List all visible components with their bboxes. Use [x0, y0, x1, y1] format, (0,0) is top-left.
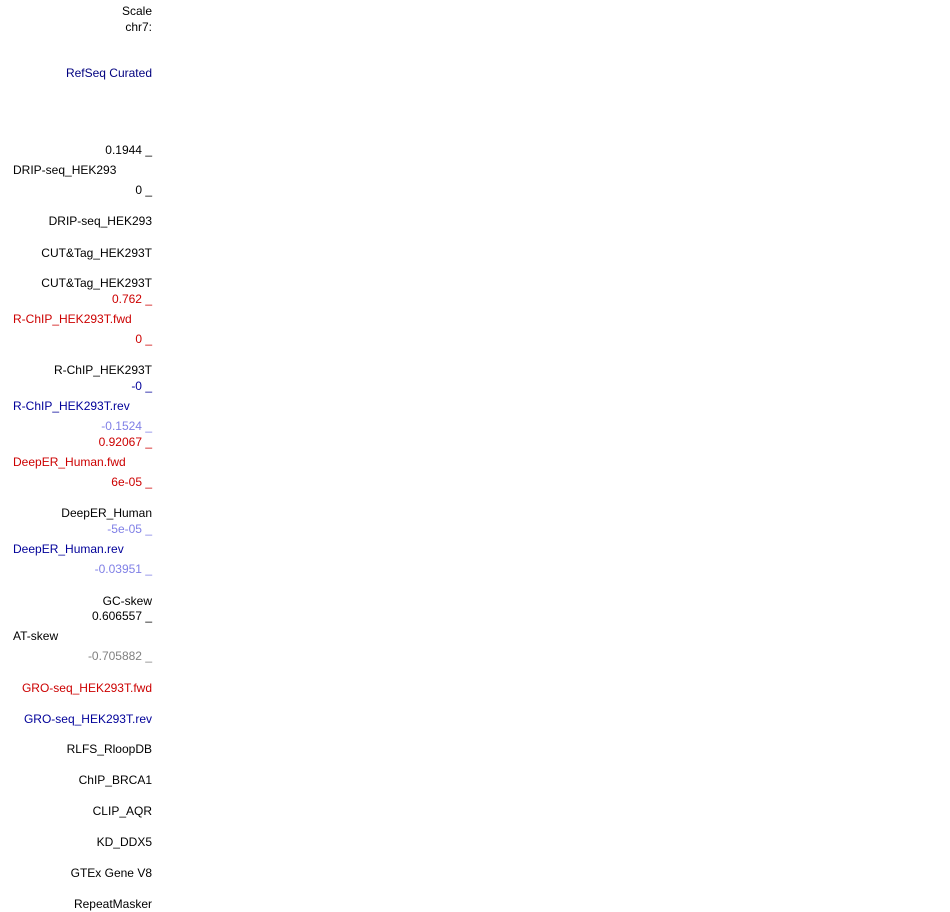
- rchip-rev-max-label: -0 _: [131, 379, 152, 393]
- track-label-chip-brca1[interactable]: ChIP_BRCA1: [78, 773, 152, 787]
- track-label-rchip-group[interactable]: R-ChIP_HEK293T: [53, 363, 152, 377]
- track-label-deeper-rev[interactable]: DeepER_Human.rev: [13, 542, 124, 556]
- track-label-cut-tag-1[interactable]: CUT&Tag_HEK293T: [41, 246, 152, 260]
- track-label-rlfs[interactable]: RLFS_RloopDB: [66, 742, 152, 756]
- track-label-gro-rev[interactable]: GRO-seq_HEK293T.rev: [23, 712, 152, 726]
- drip-max-label: 0.1944 _: [105, 143, 152, 157]
- scale-label: Scale: [121, 4, 152, 18]
- track-label-drip[interactable]: DRIP-seq_HEK293: [13, 163, 117, 177]
- track-label-repeatmasker[interactable]: RepeatMasker: [73, 897, 152, 911]
- track-label-kd-ddx5[interactable]: KD_DDX5: [96, 835, 152, 849]
- deeper-rev-min-label: -0.03951 _: [94, 562, 152, 576]
- track-label-at-skew[interactable]: AT-skew: [13, 629, 59, 643]
- track-label-gtex[interactable]: GTEx Gene V8: [70, 866, 152, 880]
- track-label-cut-tag-2[interactable]: CUT&Tag_HEK293T: [41, 276, 152, 290]
- at-skew-max-label: 0.606557 _: [91, 609, 152, 623]
- deeper-fwd-min-label: 6e-05 _: [111, 475, 152, 489]
- rchip-rev-min-label: -0.1524 _: [101, 419, 152, 433]
- track-label-clip-aqr[interactable]: CLIP_AQR: [92, 804, 152, 818]
- track-label-gro-fwd[interactable]: GRO-seq_HEK293T.fwd: [21, 681, 152, 695]
- deeper-rev-max-label: -5e-05 _: [107, 522, 152, 536]
- track-label-deeper-group[interactable]: DeepER_Human: [61, 506, 152, 520]
- track-label-rchip-fwd[interactable]: R-ChIP_HEK293T.fwd: [13, 312, 132, 326]
- chrom-label: chr7:: [125, 20, 152, 34]
- track-label-gc-skew[interactable]: GC-skew: [102, 594, 152, 608]
- deeper-fwd-max-label: 0.92067 _: [98, 435, 152, 449]
- track-label-refseq[interactable]: RefSeq Curated: [65, 66, 152, 80]
- track-label-drip-sub[interactable]: DRIP-seq_HEK293: [48, 214, 152, 228]
- track-label-deeper-fwd[interactable]: DeepER_Human.fwd: [13, 455, 126, 469]
- drip-min-label: 0 _: [135, 183, 152, 197]
- at-skew-min-label: -0.705882 _: [87, 649, 152, 663]
- track-label-rchip-rev[interactable]: R-ChIP_HEK293T.rev: [13, 399, 130, 413]
- rchip-fwd-min-label: 0 _: [135, 332, 152, 346]
- rchip-fwd-max-label: 0.762 _: [111, 292, 152, 306]
